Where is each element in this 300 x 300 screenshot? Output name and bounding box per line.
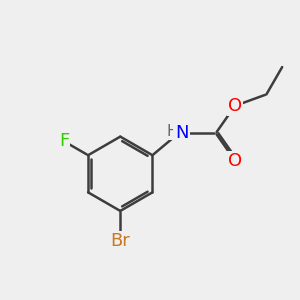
Text: H: H [166, 124, 178, 139]
Text: N: N [175, 124, 188, 142]
Text: F: F [59, 132, 69, 150]
Text: O: O [228, 97, 242, 115]
Text: O: O [228, 152, 242, 169]
Text: Br: Br [110, 232, 130, 250]
